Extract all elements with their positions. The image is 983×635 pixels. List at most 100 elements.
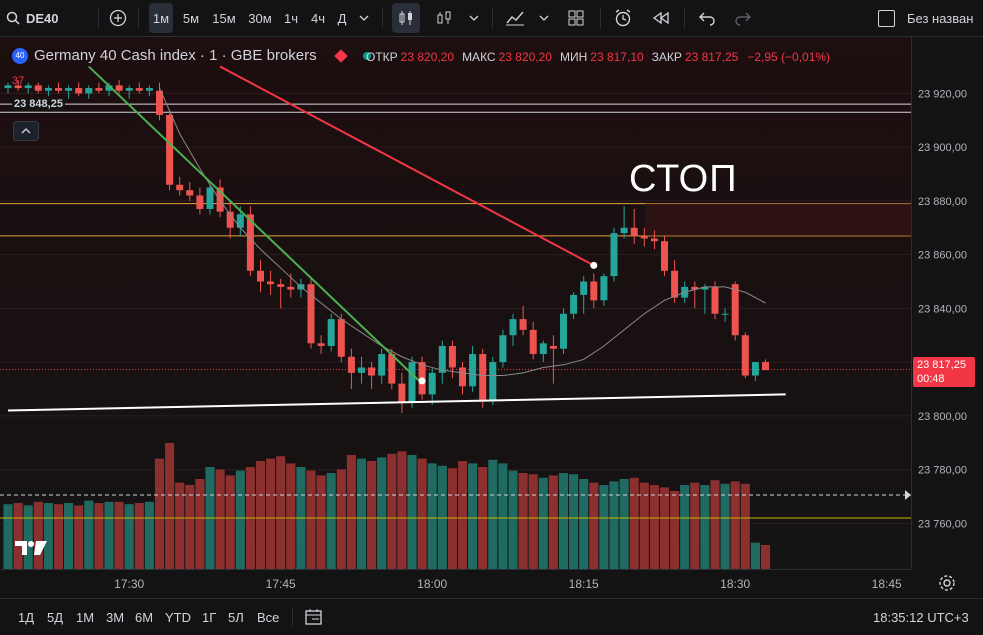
timeframe-30m[interactable]: 30м [248,10,272,26]
volume-bar [659,487,670,569]
layout-name-button[interactable]: Без назван [878,0,983,36]
range-1d[interactable]: 1Д [18,609,35,625]
volume-bar [144,501,154,569]
candle-body [519,319,527,330]
candle-body [24,85,32,89]
candle-body [479,354,487,400]
stop-zone [645,203,911,236]
timeframe-15m[interactable]: 15м [212,10,236,26]
timeframe-1h[interactable]: 1ч [283,10,298,26]
volume-bar [397,451,407,569]
go-to-date-button[interactable] [304,599,324,635]
level-label: 23 848,25 [12,98,65,110]
chart-type-candles-button[interactable] [392,3,420,33]
candle-body [14,85,22,89]
divider [600,8,601,28]
timeframe-1m[interactable]: 1м [149,3,173,33]
bars-button[interactable] [432,0,456,36]
candle-body [671,270,679,298]
candle-body [145,88,153,91]
range-3m[interactable]: 3М [106,609,125,625]
price-axis[interactable]: 23 920,00 23 900,00 23 880,00 23 860,00 23 8… [911,37,983,569]
timeframe-dropdown[interactable] [356,0,372,36]
time-tick-label: 18:15 [569,577,599,591]
range-ytd[interactable]: YTD [165,609,191,625]
volume-bar [53,504,64,569]
volume-bar [407,455,417,569]
volume-bar [750,542,760,569]
legend-title[interactable]: Germany 40 Cash index · 1 · GBE brokers [34,47,317,64]
volume-bar [377,457,387,569]
undo-button[interactable] [694,0,720,36]
volume-bar [670,491,680,569]
top-toolbar: DE40 1м 5м 15м 30м 1ч 4ч Д [0,0,983,37]
volume-bar [518,473,528,569]
candle-body [307,284,315,344]
divider [292,607,293,627]
candle-body [337,319,345,357]
range-6m[interactable]: 6М [135,609,154,625]
candle-body [378,354,386,376]
candle-body [166,114,174,185]
volume-bar [195,479,205,569]
axis-settings-button[interactable] [938,574,956,595]
time-axis[interactable]: 17:30 17:45 18:00 18:15 18:30 18:45 [0,569,911,598]
timeframe-day[interactable]: Д [337,10,347,26]
time-tick-label: 18:00 [417,577,447,591]
candle-body [388,354,396,384]
tradingview-logo[interactable] [14,539,48,560]
volume-bar [104,501,114,569]
calendar-icon [305,609,322,625]
volume-bar [740,483,750,569]
chart-legend: 40 Germany 40 Cash index · 1 · GBE broke… [12,47,371,64]
volume-bar [558,473,569,569]
tradingview-logo-icon [15,541,47,555]
trendline-handle [590,261,598,269]
stop-annotation[interactable]: СТОП [629,158,738,200]
replay-button[interactable] [648,0,674,36]
volume-bar [649,485,659,569]
time-tick-label: 18:45 [872,577,902,591]
volume-bar [619,479,629,569]
layouts-button[interactable] [564,0,588,36]
candle-body [529,329,537,355]
candle-body [105,85,113,91]
candle-body [549,345,557,349]
chevron-down-icon [359,15,369,21]
volume-bar [175,482,185,569]
chart-type-dropdown[interactable] [466,0,482,36]
candle-body [661,241,668,271]
range-5d[interactable]: 5Д [47,609,64,625]
volume-bar [43,503,53,569]
volume-bar [306,470,316,569]
candle-body [186,190,194,196]
volume-bar [508,470,518,569]
compare-button[interactable] [107,0,129,36]
divider [382,8,383,28]
redo-button[interactable] [730,0,756,36]
clock[interactable]: 18:35:12 UTC+3 [873,609,969,625]
range-5y[interactable]: 5Л [228,609,244,625]
undo-icon [699,12,715,26]
range-1m[interactable]: 1М [76,609,95,625]
symbol-logo: 40 [12,47,28,64]
alert-button[interactable] [610,0,636,36]
trend-line [88,65,423,385]
symbol-search[interactable]: DE40 [6,0,76,36]
chart-pane[interactable] [0,37,911,569]
live-dot-icon [362,51,371,60]
range-1y[interactable]: 1Г [202,609,217,625]
indicators-dropdown[interactable] [536,0,552,36]
timeframe-5m[interactable]: 5м [182,10,200,26]
indicators-button[interactable] [502,0,528,36]
collapse-legend-button[interactable] [13,121,39,141]
timeframe-4h[interactable]: 4ч [310,10,325,26]
volume-bar [266,458,276,569]
candle-body [327,319,335,346]
layout-name: Без назван [907,10,974,26]
volume-bar [639,482,649,569]
chevron-down-icon [539,15,549,21]
close-label: ЗАКР [651,50,682,64]
range-all[interactable]: Все [257,609,280,625]
time-axis-svg: 17:30 17:45 18:00 18:15 18:30 18:45 [114,577,902,591]
